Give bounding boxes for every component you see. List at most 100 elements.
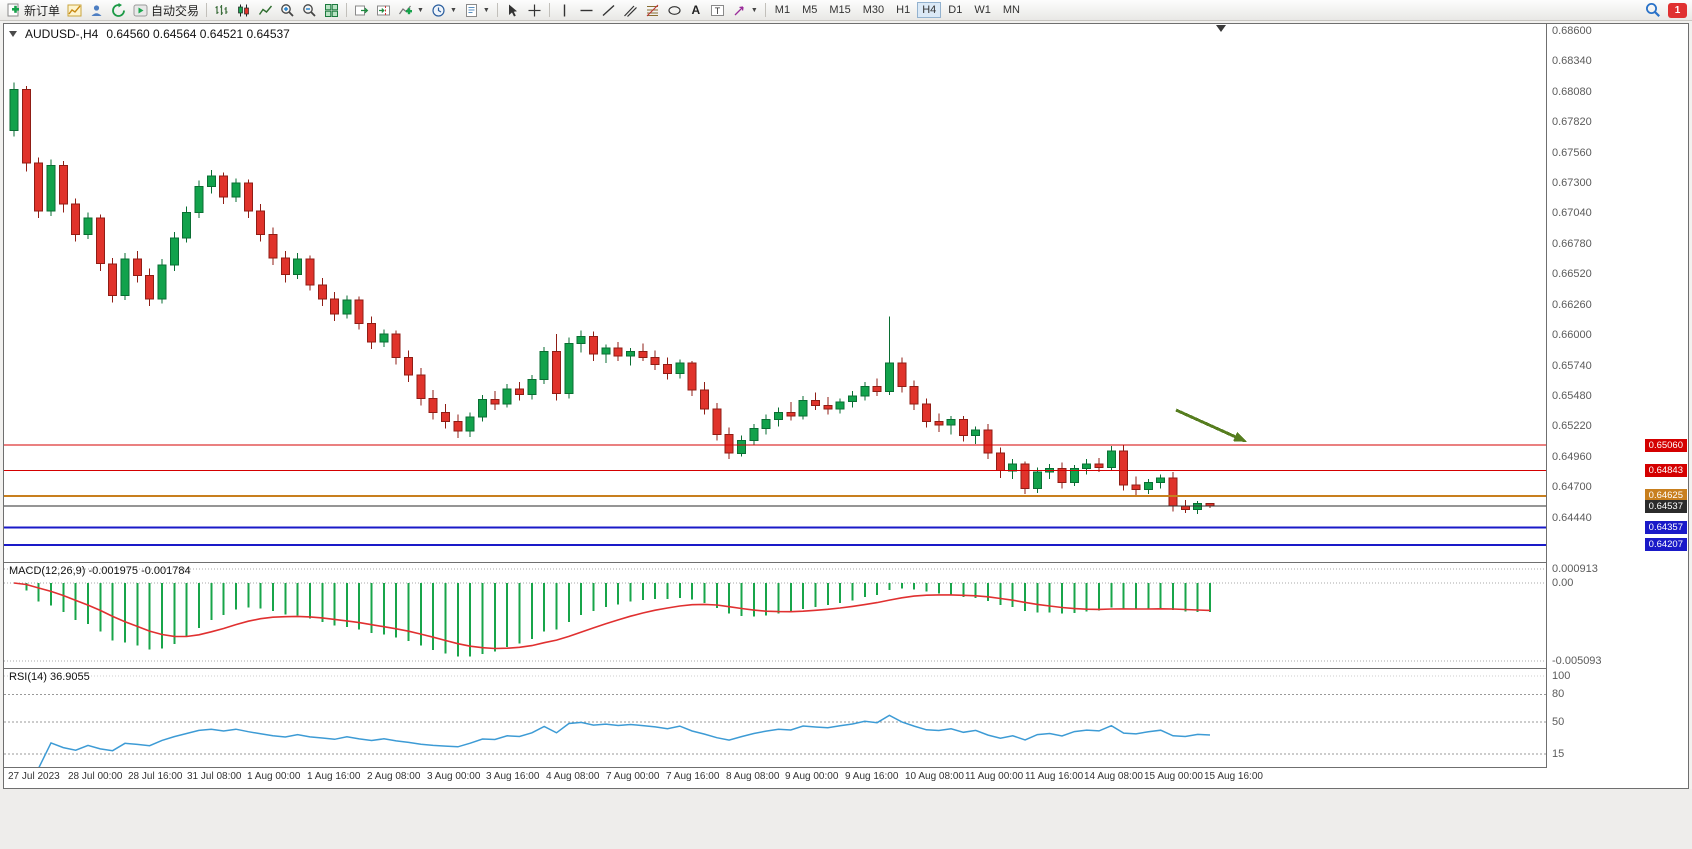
auto-scroll-icon [355,5,369,15]
trend-arrow-head[interactable] [1233,432,1247,442]
candlestick-button[interactable] [233,1,254,19]
symbol-dropdown-icon[interactable] [9,31,17,37]
price-level-tag[interactable]: 0.64537 [1644,500,1687,513]
time-axis-label: 28 Jul 00:00 [68,771,123,782]
chart-title: AUDUSD-,H4 0.64560 0.64564 0.64521 0.645… [9,27,290,41]
new-chart-button[interactable] [64,1,85,19]
candle-body [428,397,438,413]
symbol-period-label: AUDUSD-,H4 [25,27,99,41]
periods-button[interactable]: ▼ [428,1,460,19]
price-level-tag[interactable]: 0.65060 [1644,439,1687,452]
crosshair-button[interactable] [524,1,545,19]
horizontal-line-button[interactable] [576,1,597,19]
trendline-button[interactable] [598,1,619,19]
timeframe-mn[interactable]: MN [998,2,1025,18]
candle-body [34,162,44,212]
candle-body [539,351,549,381]
price-level-tag[interactable]: 0.64843 [1644,464,1687,477]
new-order-button[interactable]: 新订单 [3,1,63,19]
search-button[interactable] [1642,1,1664,19]
new-order-icon [7,3,19,16]
time-axis-label: 7 Aug 00:00 [606,771,660,782]
ellipse-shape-icon [668,5,681,15]
chart-shift-marker[interactable] [1216,25,1226,32]
price-axis[interactable]: 0.68600 0.68340 0.68080 0.67820 0.67560 0.673… [1546,24,1688,768]
auto-trading-button[interactable]: 自动交易 [130,1,202,19]
candle-body [391,333,401,358]
timeframe-h1[interactable]: H1 [891,2,915,18]
time-axis-label: 14 Aug 08:00 [1084,771,1143,782]
auto-scroll-button[interactable] [351,1,372,19]
candle-body [712,408,722,435]
time-axis-label: 10 Aug 08:00 [905,771,964,782]
text-button[interactable]: A [686,1,706,19]
price-level-tag[interactable]: 0.64207 [1644,538,1687,551]
panel-splitter[interactable] [4,767,1688,768]
candle-body [687,362,697,391]
timeframe-d1[interactable]: D1 [943,2,967,18]
chevron-down-icon: ▼ [750,6,758,14]
time-axis-label: 28 Jul 16:00 [128,771,183,782]
refresh-button[interactable] [108,1,129,19]
fibonacci-button[interactable] [642,1,663,19]
candle-body [1057,467,1067,483]
timeframe-m5[interactable]: M5 [797,2,822,18]
cursor-icon [508,4,517,16]
price-axis-label: 0.65220 [1552,420,1592,432]
panel-splitter[interactable] [4,668,1688,669]
candle-body [1156,477,1166,483]
candle-body [1143,482,1153,490]
candle-body [194,186,204,213]
chart-shift-button[interactable] [373,1,394,19]
trend-arrow[interactable] [1175,408,1236,439]
arrows-button[interactable]: ▼ [729,1,761,19]
candle-body [798,400,808,417]
timeframe-m30[interactable]: M30 [858,2,889,18]
timeframe-w1[interactable]: W1 [969,2,996,18]
zoom-in-button[interactable] [277,1,298,19]
toolbar-separator [496,3,498,17]
price-level-tag[interactable]: 0.64357 [1644,521,1687,534]
candle-body [613,347,623,357]
profiles-button[interactable] [86,1,107,19]
vertical-line-button[interactable] [554,1,575,19]
price-axis-label: 0.67040 [1552,207,1592,219]
timeframe-h4[interactable]: H4 [917,2,942,18]
tile-windows-icon [325,3,339,17]
rsi-line [38,714,1211,767]
line-chart-button[interactable] [255,1,276,19]
zoom-out-icon [303,3,316,17]
macd-axis-label: -0.005093 [1552,655,1602,667]
cursor-button[interactable] [502,1,523,19]
candle-body [268,234,278,259]
label-button[interactable]: T [707,1,728,19]
indicators-button[interactable]: ▼ [395,1,427,19]
channel-button[interactable] [620,1,641,19]
time-axis[interactable]: 27 Jul 2023 28 Jul 00:00 28 Jul 16:00 31 Ju… [4,768,1688,786]
candle-body [108,263,118,296]
tile-windows-button[interactable] [321,1,342,19]
macd-axis-label: 0.00 [1552,577,1574,589]
shapes-button[interactable] [664,1,685,19]
profiles-icon [91,4,102,16]
panel-splitter[interactable] [4,562,1688,563]
rsi-indicator-chart[interactable] [4,669,1546,767]
candlestick-chart[interactable] [4,24,1546,562]
templates-button[interactable]: ▼ [461,1,493,19]
bar-chart-icon [215,4,228,15]
candle-body [1094,463,1104,468]
candle-body [515,388,524,396]
timeframe-m1[interactable]: M1 [770,2,795,18]
candle-body [120,258,130,296]
toolbar-separator [206,3,208,17]
timeframe-m15[interactable]: M15 [824,2,855,18]
zoom-out-button[interactable] [299,1,320,19]
candle-body [1082,463,1092,469]
notification-badge[interactable]: 1 [1668,2,1687,18]
price-level-tag[interactable]: 0.64625 [1644,489,1687,502]
price-axis-label: 0.66520 [1552,268,1592,280]
macd-indicator-chart[interactable] [4,563,1546,668]
window-bottom-area [0,789,1692,849]
candle-body [700,389,709,410]
bar-chart-button[interactable] [211,1,232,19]
